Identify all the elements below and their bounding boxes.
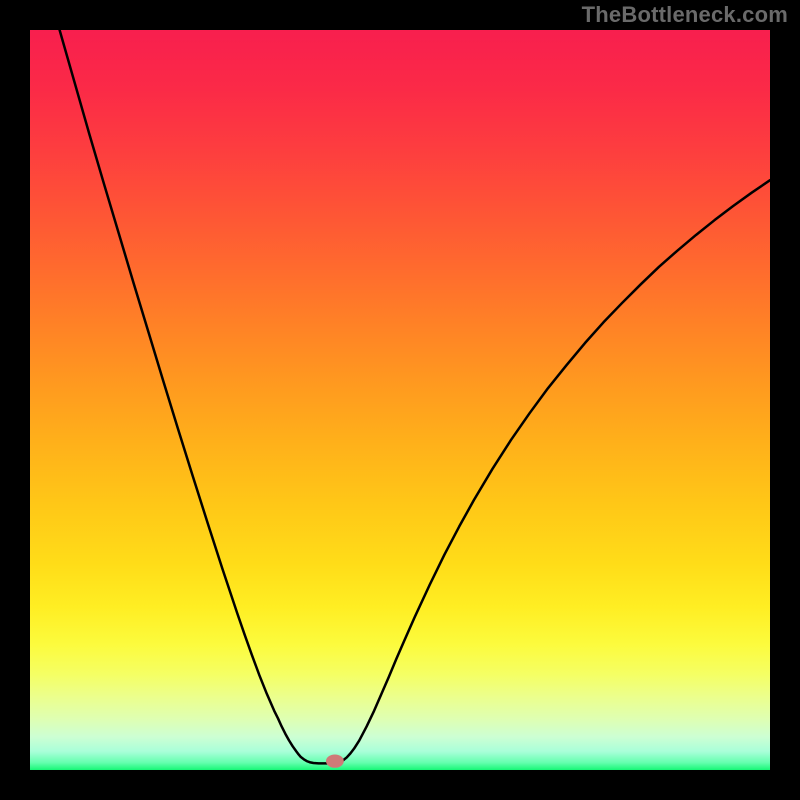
watermark-text: TheBottleneck.com (582, 2, 788, 28)
chart-svg (30, 30, 770, 770)
plot-area (30, 30, 770, 770)
optimum-marker (326, 754, 344, 767)
chart-background (30, 30, 770, 770)
chart-frame: TheBottleneck.com (0, 0, 800, 800)
